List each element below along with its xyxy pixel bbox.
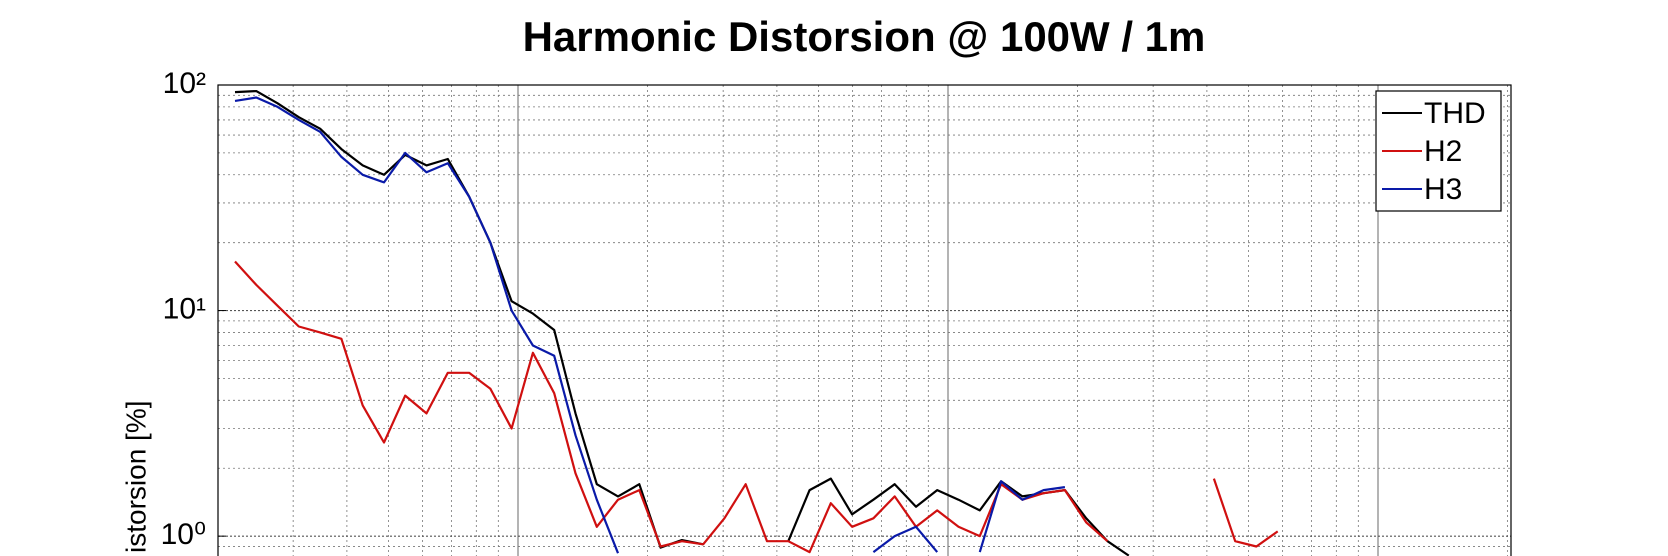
lines [234,90,1279,556]
legend: THD H2 H3 [1375,90,1502,212]
series-line [234,260,1279,554]
y-tick-label: 10¹ [163,292,206,325]
legend-label: H2 [1424,135,1462,168]
chart-title: Harmonic Distorsion @ 100W / 1m [523,13,1206,60]
y-tick-label: 10² [163,67,206,100]
legend-label: THD [1424,97,1486,130]
series-line [234,96,1066,554]
y-axis-label: istorsion [%] [120,401,151,554]
legend-label: H3 [1424,173,1462,206]
plot-frame [217,84,1512,556]
y-tick-label: 10⁰ [161,518,206,551]
